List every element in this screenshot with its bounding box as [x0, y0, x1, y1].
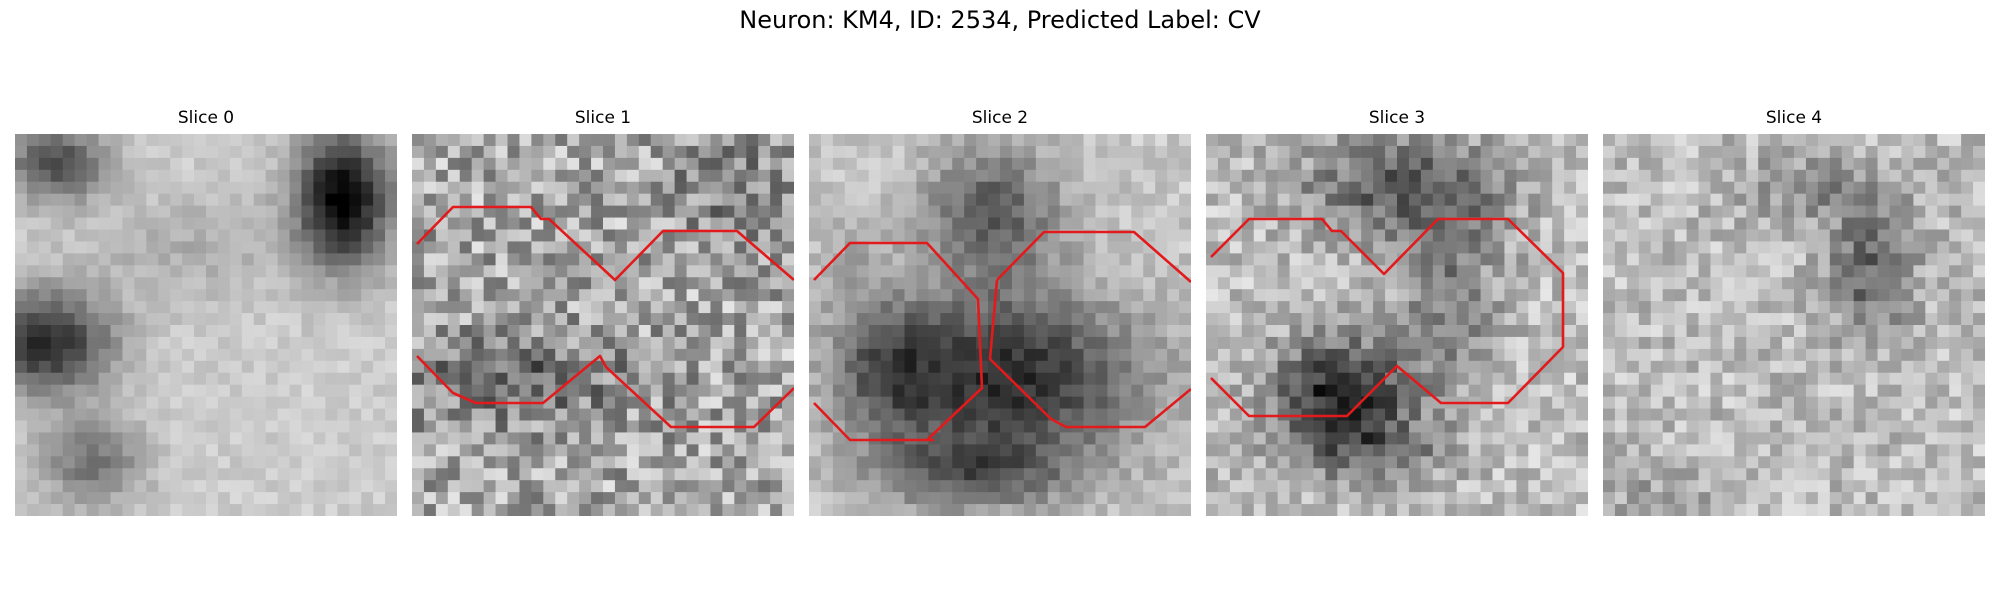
slice-2-title: Slice 2 — [971, 108, 1029, 128]
slice-3-svg — [1206, 134, 1588, 516]
slice-4-image — [1603, 134, 1985, 516]
slice-2-contour-1 — [996, 230, 1191, 283]
slice-2-contour-0 — [813, 241, 984, 442]
slice-0-svg — [15, 134, 397, 516]
slice-2-svg — [809, 134, 1191, 516]
slice-3-title: Slice 3 — [1368, 108, 1426, 128]
slice-3-contour-0 — [1210, 217, 1565, 418]
slice-4-title: Slice 4 — [1765, 108, 1823, 128]
slice-1-image — [412, 134, 794, 516]
slice-0-title: Slice 0 — [177, 108, 235, 128]
slice-3-image — [1206, 134, 1588, 516]
slice-1-contour-0 — [416, 205, 794, 282]
slice-2-image — [809, 134, 1191, 516]
figure-title: Neuron: KM4, ID: 2534, Predicted Label: … — [739, 6, 1261, 34]
slice-1-contour-1 — [416, 354, 794, 429]
slice-1-title: Slice 1 — [574, 108, 632, 128]
slice-1-svg — [412, 134, 794, 516]
slice-2-contour-2 — [988, 279, 1191, 429]
slice-0-image — [15, 134, 397, 516]
slice-4-svg — [1603, 134, 1985, 516]
